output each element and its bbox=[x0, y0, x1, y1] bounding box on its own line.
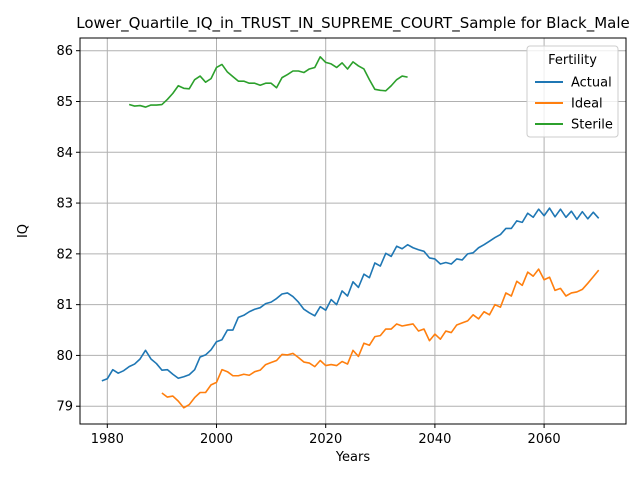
legend: Fertility Actual Ideal Sterile bbox=[527, 46, 618, 137]
chart-title: Lower_Quartile_IQ_in_TRUST_IN_SUPREME_CO… bbox=[76, 14, 629, 33]
y-tick-label: 83 bbox=[56, 197, 73, 212]
x-tick-label: 2060 bbox=[528, 432, 561, 447]
legend-label-actual: Actual bbox=[571, 76, 612, 91]
legend-label-sterile: Sterile bbox=[571, 118, 613, 133]
y-tick-label: 82 bbox=[56, 247, 73, 262]
x-tick-label: 2040 bbox=[418, 432, 451, 447]
x-tick-label: 1980 bbox=[91, 432, 124, 447]
y-tick-label: 80 bbox=[56, 349, 73, 364]
y-axis-label: IQ bbox=[16, 224, 31, 238]
y-tick-label: 81 bbox=[56, 298, 73, 313]
x-axis-label: Years bbox=[335, 450, 371, 465]
x-tick-label: 2020 bbox=[309, 432, 342, 447]
legend-label-ideal: Ideal bbox=[571, 97, 603, 112]
y-tick-label: 86 bbox=[56, 44, 73, 59]
y-tick-label: 84 bbox=[56, 146, 73, 161]
y-tick-label: 79 bbox=[56, 400, 73, 415]
y-tick-label: 85 bbox=[56, 95, 73, 110]
legend-title: Fertility bbox=[548, 53, 597, 68]
x-tick-label: 2000 bbox=[200, 432, 233, 447]
